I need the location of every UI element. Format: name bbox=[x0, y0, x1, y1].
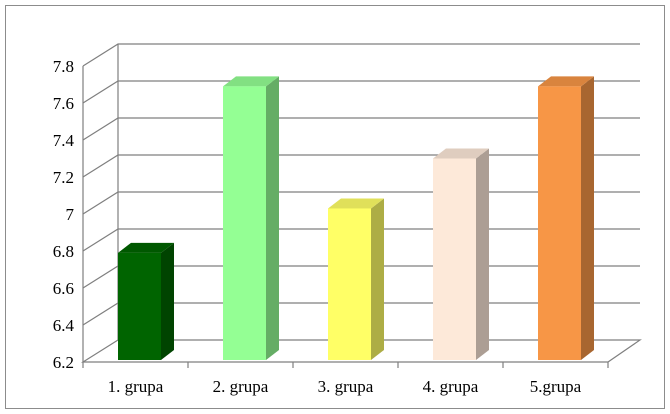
bar-side bbox=[161, 242, 174, 360]
y-tick-label: 6.2 bbox=[53, 353, 74, 372]
bar-front bbox=[433, 158, 476, 360]
y-tick-label: 6.4 bbox=[53, 316, 75, 335]
bar bbox=[223, 76, 279, 360]
bar-side bbox=[581, 76, 594, 360]
bar bbox=[433, 148, 489, 360]
bar bbox=[538, 76, 594, 360]
x-category-label: 4. grupa bbox=[423, 377, 479, 396]
bar-side bbox=[266, 76, 279, 360]
y-tick-label: 7.4 bbox=[53, 131, 75, 150]
y-tick-label: 6.6 bbox=[53, 279, 74, 298]
x-category-label: 3. grupa bbox=[318, 377, 374, 396]
bar-front bbox=[223, 86, 266, 360]
bar-top bbox=[118, 242, 174, 253]
bar-top bbox=[328, 198, 384, 209]
bar-front bbox=[118, 252, 161, 360]
x-category-label: 5.grupa bbox=[530, 377, 582, 396]
bar-top bbox=[538, 76, 594, 87]
x-category-label: 2. grupa bbox=[213, 377, 269, 396]
bar bbox=[118, 242, 174, 360]
x-category-label: 1. grupa bbox=[108, 377, 164, 396]
bar-side bbox=[371, 198, 384, 360]
y-tick-label: 6.8 bbox=[53, 242, 74, 261]
bar-top bbox=[223, 76, 279, 87]
bar-top bbox=[433, 148, 489, 159]
bar-front bbox=[328, 208, 371, 360]
y-tick-label: 7.2 bbox=[53, 168, 74, 187]
bar-front bbox=[538, 86, 581, 360]
bar bbox=[328, 198, 384, 360]
y-tick-label: 7 bbox=[66, 205, 75, 224]
gridline bbox=[82, 43, 640, 67]
y-tick-label: 7.8 bbox=[53, 57, 74, 76]
bar-side bbox=[476, 148, 489, 360]
y-tick-label: 7.6 bbox=[53, 94, 74, 113]
